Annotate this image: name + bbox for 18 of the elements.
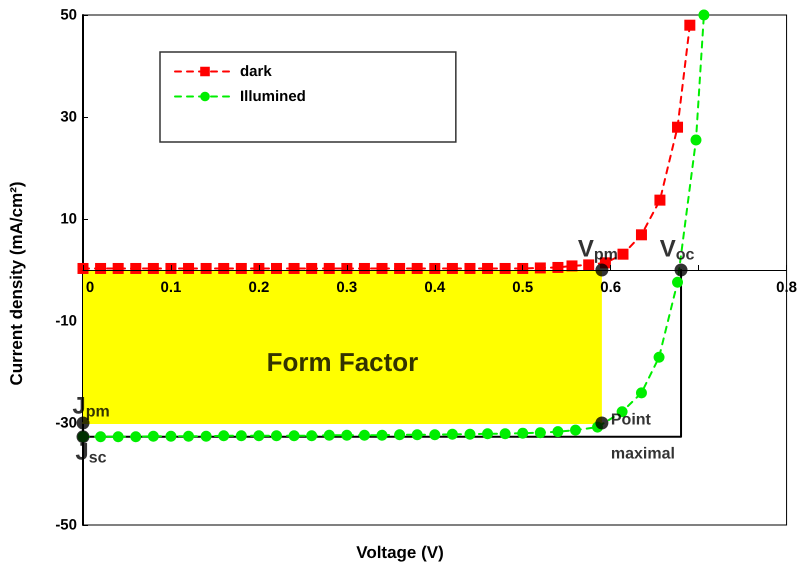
y-axis-title: Current density (mA/cm²): [7, 181, 26, 386]
y-tick-label: 30: [60, 108, 77, 126]
y-tick-label: -50: [55, 516, 77, 534]
x-tick-label: 0: [86, 279, 94, 296]
annotation: Point maximal: [610, 412, 675, 462]
legend-label: Illumined: [240, 88, 306, 105]
x-tick-label: 0.1: [160, 279, 182, 296]
x-tick-label: 0.5: [512, 279, 534, 296]
y-tick-label: 10: [60, 210, 77, 228]
x-axis-title: Voltage (V): [356, 543, 444, 562]
y-tick-label: -10: [55, 312, 77, 330]
x-tick-label: 0.4: [424, 279, 446, 296]
legend-label: dark: [240, 63, 272, 80]
y-tick-label: 50: [60, 6, 77, 24]
x-tick-label: 0.2: [248, 279, 270, 296]
y-tick-label: -30: [55, 414, 77, 432]
x-tick-label: 0.3: [336, 279, 358, 296]
annotation: Form Factor: [266, 346, 418, 377]
